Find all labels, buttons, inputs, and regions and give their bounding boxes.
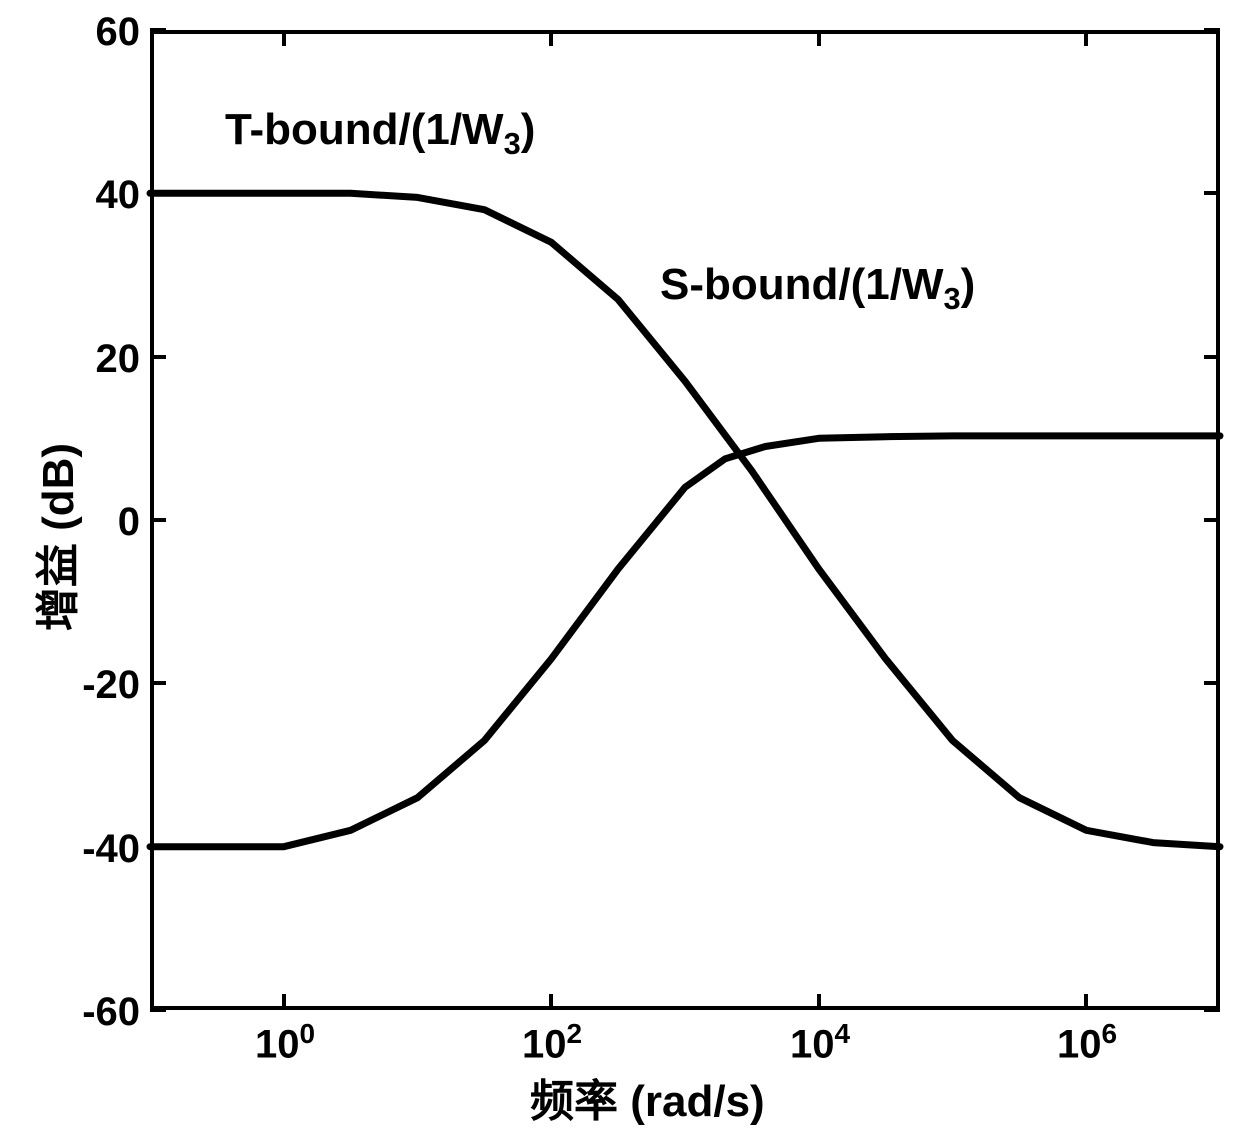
x-tick-marks	[284, 30, 1086, 1010]
curves-svg	[0, 0, 1240, 1129]
bode-chart: 增益 (dB) 频率 (rad/s) 60 40 20 0 -20 -40 -6…	[0, 0, 1240, 1129]
y-tick-marks	[150, 30, 1220, 1010]
T-bound-curve	[150, 193, 1220, 846]
curve-paths	[150, 193, 1220, 846]
S-bound-curve	[150, 436, 1220, 847]
